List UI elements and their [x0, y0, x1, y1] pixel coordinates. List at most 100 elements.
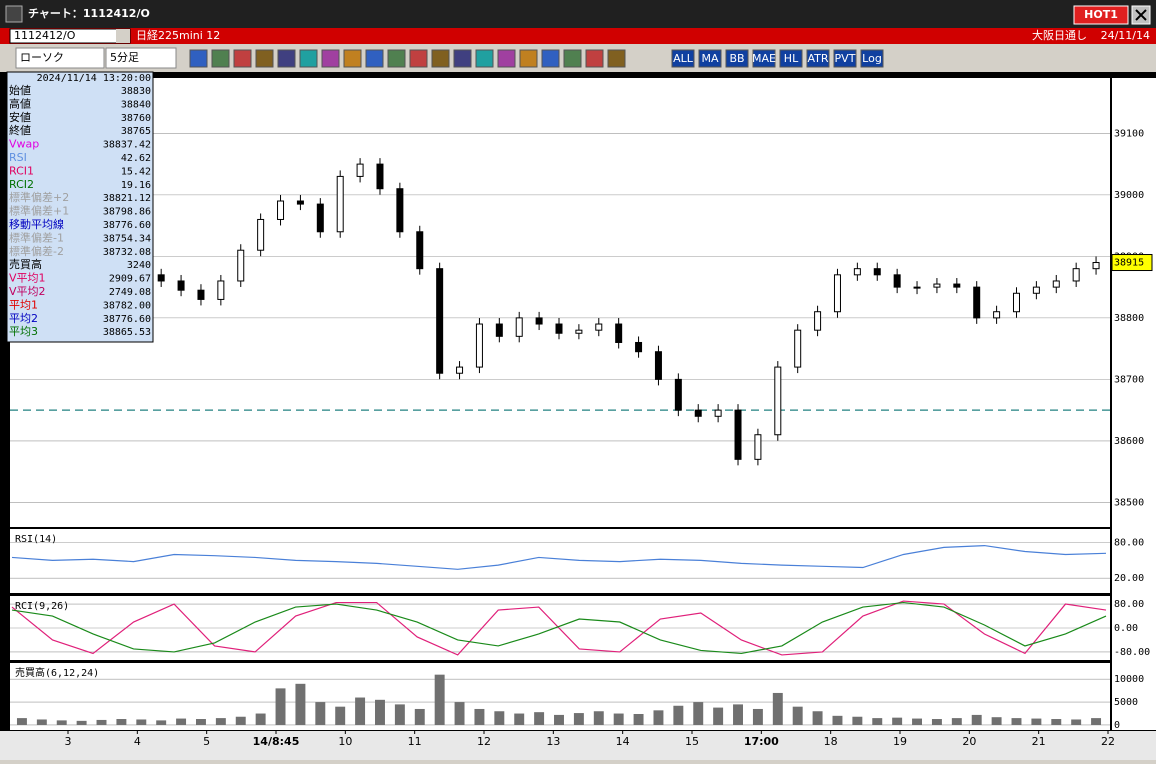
candle — [515, 317, 523, 337]
tool-button-label[interactable]: HL — [784, 52, 799, 65]
tool-button[interactable] — [698, 49, 722, 68]
x-tick-label: 18 — [824, 735, 838, 748]
panel-title: RCI(9,26) — [15, 601, 69, 612]
volume-bar — [633, 713, 644, 725]
candle — [555, 323, 563, 334]
code[interactable]: 1112412/O — [14, 29, 76, 42]
x-tick-label: 19 — [893, 735, 907, 748]
candle — [376, 163, 384, 190]
candle — [436, 268, 444, 374]
candle — [1012, 292, 1020, 313]
tool-button-label[interactable]: PVT — [835, 52, 856, 65]
tool-button[interactable] — [779, 49, 803, 68]
chart-type[interactable]: ローソク — [20, 51, 64, 64]
tool-button-label[interactable]: Log — [862, 52, 882, 65]
tool-button-label[interactable]: ALL — [673, 52, 694, 65]
interval[interactable]: 5分足 — [110, 51, 139, 64]
tool-icon[interactable] — [343, 49, 362, 68]
candle — [257, 218, 265, 251]
app-icon — [5, 5, 23, 23]
candle — [973, 286, 981, 319]
tool-icon[interactable] — [475, 49, 494, 68]
tool-icon[interactable] — [321, 49, 340, 68]
volume-bar — [434, 674, 445, 725]
info-label: 平均1 — [9, 298, 38, 311]
volume-bar — [16, 718, 27, 725]
candle — [1072, 268, 1080, 282]
tool-icon[interactable] — [453, 49, 472, 68]
tool-button[interactable] — [752, 49, 776, 68]
y-tick-label: 38700 — [1114, 374, 1144, 385]
window-title: チャート：1112412/O — [28, 7, 150, 20]
info-label: 標準偏差+2 — [9, 190, 69, 204]
tool-icon[interactable] — [431, 49, 450, 68]
tool-icon[interactable] — [255, 49, 274, 68]
tool-button-label[interactable]: MA — [701, 52, 718, 65]
volume-bar — [494, 711, 505, 725]
volume-bar — [176, 718, 187, 725]
volume-bar — [315, 702, 326, 725]
volume-bar — [96, 719, 107, 725]
volume-bar — [554, 714, 564, 725]
candle — [933, 283, 941, 288]
candle — [1092, 262, 1100, 270]
tool-icon[interactable] — [585, 49, 604, 68]
volume-bar — [991, 717, 1002, 725]
last-price-box — [1111, 254, 1153, 272]
x-tick-label: 11 — [408, 735, 422, 748]
volume-bar — [534, 712, 545, 725]
volume-bar — [1031, 718, 1042, 725]
x-tick-label: 5 — [203, 735, 210, 748]
tool-button-label[interactable]: ATR — [807, 52, 828, 65]
y-tick-label: 0 — [1114, 720, 1120, 731]
tool-icon[interactable] — [365, 49, 384, 68]
tool-button[interactable] — [725, 49, 749, 68]
tool-button[interactable] — [806, 49, 830, 68]
tool-icon[interactable] — [541, 49, 560, 68]
tool-button-label[interactable]: BB — [729, 52, 744, 65]
tool-icon[interactable] — [519, 49, 538, 68]
y-tick-label: 39000 — [1114, 190, 1144, 201]
tool-icon[interactable] — [563, 49, 582, 68]
tool-icon[interactable] — [387, 49, 406, 68]
tool-button[interactable] — [860, 49, 884, 68]
tool-icon[interactable] — [409, 49, 428, 68]
info-datetime: 2024/11/14 13:20:00 — [37, 73, 151, 84]
chart-type-combo[interactable] — [15, 47, 105, 69]
hot-button[interactable] — [1073, 5, 1129, 25]
interval-combo[interactable] — [105, 47, 177, 69]
candle — [575, 329, 583, 334]
volume-bar — [971, 714, 982, 725]
candle — [1052, 280, 1060, 288]
y-tick-label: 20.00 — [1114, 573, 1144, 584]
tool-button[interactable] — [671, 49, 695, 68]
candle — [217, 280, 225, 300]
tool-icon[interactable] — [497, 49, 516, 68]
tool-icon[interactable] — [299, 49, 318, 68]
hot-label[interactable]: HOT1 — [1084, 8, 1118, 21]
y-tick-label: 38800 — [1114, 313, 1144, 324]
tool-button[interactable] — [833, 49, 857, 68]
time-axis — [0, 731, 1156, 760]
candle — [993, 311, 1001, 319]
info-label: 標準偏差-1 — [9, 230, 64, 244]
tool-icon[interactable] — [189, 49, 208, 68]
volume-bar — [414, 708, 425, 725]
volume-bar — [235, 716, 246, 725]
tool-icon[interactable] — [233, 49, 252, 68]
tool-icon[interactable] — [277, 49, 296, 68]
volume-bar — [931, 719, 942, 725]
dropdown[interactable] — [116, 29, 130, 43]
info-label: V平均1 — [9, 272, 46, 285]
market: 大阪日通し — [1032, 28, 1087, 42]
info-value: 38732.08 — [103, 247, 151, 258]
tool-icon[interactable] — [607, 49, 626, 68]
volume-bar — [752, 708, 763, 725]
info-label: RCI2 — [9, 178, 34, 191]
tool-button-label[interactable]: MAE — [752, 52, 776, 65]
tool-icon[interactable] — [211, 49, 230, 68]
candle — [615, 323, 623, 343]
info-value: 38840 — [121, 99, 151, 110]
volume-bar — [335, 706, 346, 725]
